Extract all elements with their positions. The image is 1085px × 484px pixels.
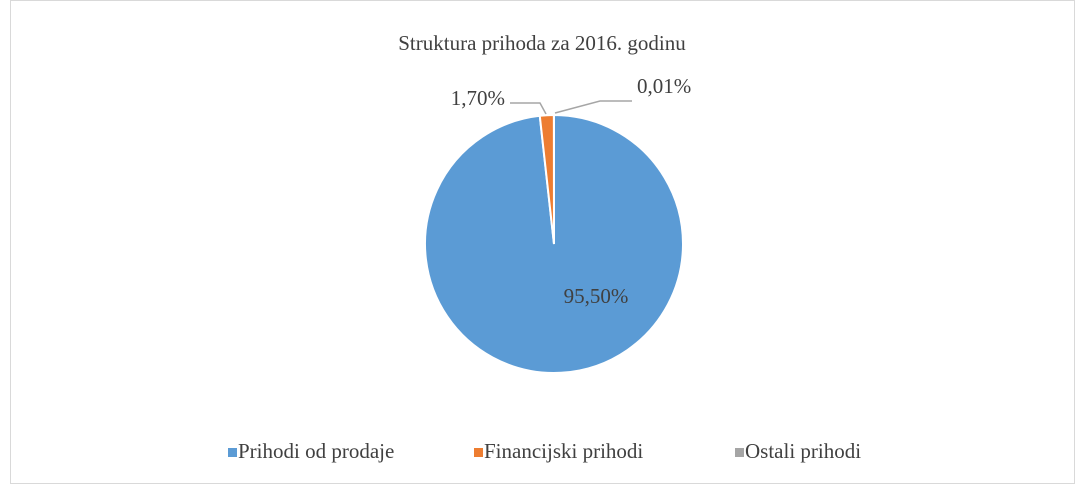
leader-line	[554, 100, 632, 114]
legend-swatch	[735, 448, 744, 457]
legend-label: Financijski prihodi	[484, 439, 643, 463]
leader-line	[510, 102, 547, 115]
chart-title: Struktura prihoda za 2016. godinu	[398, 31, 686, 55]
data-label: 0,01%	[637, 74, 691, 98]
legend-label: Prihodi od prodaje	[238, 439, 394, 463]
legend-swatch	[228, 448, 237, 457]
legend-swatch	[474, 448, 483, 457]
data-label: 95,50%	[564, 284, 629, 308]
data-label: 1,70%	[451, 86, 505, 110]
legend-label: Ostali prihodi	[745, 439, 861, 463]
